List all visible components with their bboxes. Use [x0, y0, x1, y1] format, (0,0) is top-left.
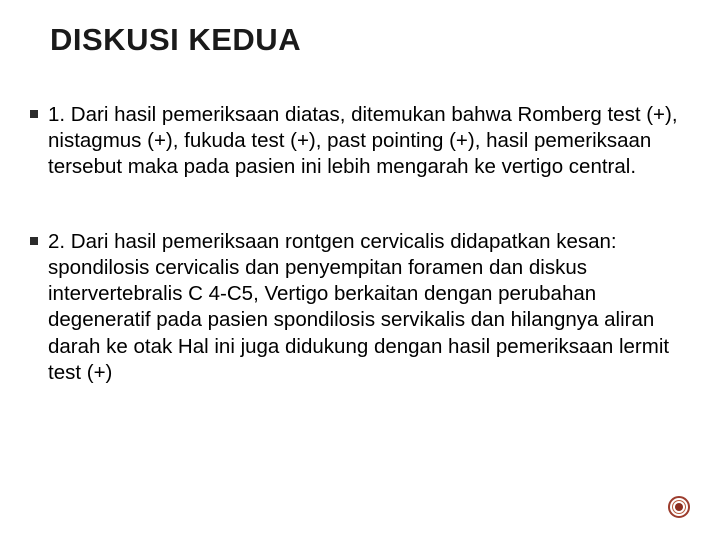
corner-ornament-ring — [672, 500, 686, 514]
bullet-square-icon — [30, 237, 38, 245]
bullet-item: 2. Dari hasil pemeriksaan rontgen cervic… — [30, 229, 690, 386]
bullet-text: 1. Dari hasil pemeriksaan diatas, ditemu… — [48, 102, 690, 181]
slide-title: DISKUSI KEDUA — [50, 22, 690, 58]
corner-ornament-icon — [668, 496, 690, 518]
bullet-text: 2. Dari hasil pemeriksaan rontgen cervic… — [48, 229, 690, 386]
bullet-item: 1. Dari hasil pemeriksaan diatas, ditemu… — [30, 102, 690, 181]
corner-ornament-dot — [675, 503, 683, 511]
bullet-square-icon — [30, 110, 38, 118]
slide: DISKUSI KEDUA 1. Dari hasil pemeriksaan … — [0, 0, 720, 540]
